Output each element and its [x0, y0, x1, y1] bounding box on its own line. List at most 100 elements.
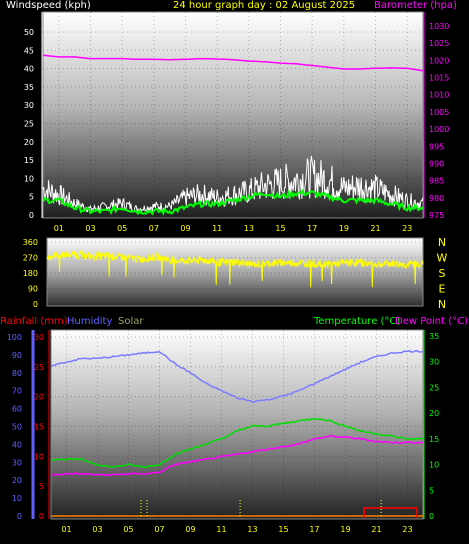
temp-x-tick-label: 23: [402, 525, 412, 534]
rain-period-marker: [363, 507, 418, 518]
temp-x-tick-label: 15: [278, 525, 288, 534]
temp-y-tick-label: 25: [429, 383, 439, 392]
dir-compass-label: W: [437, 252, 448, 265]
humidity-y-tick-label: 50: [12, 423, 22, 432]
wind-y-tick-label: 40: [24, 65, 34, 74]
wind-x-tick-label: 11: [212, 224, 222, 233]
humidity-y-tick-label: 80: [12, 369, 22, 378]
baro-y-tick-label: 995: [429, 142, 444, 151]
temp-y-tick-label: 20: [429, 409, 439, 418]
wind-direction-trace: [46, 249, 424, 288]
humidity-y-tick-label: 60: [12, 405, 22, 414]
temp-y-tick-label: 30: [429, 358, 439, 367]
baro-y-tick-label: 1005: [429, 108, 449, 117]
baro-y-tick-label: 980: [429, 194, 444, 203]
temp-x-tick-label: 09: [185, 525, 195, 534]
dewpoint-title: Dew Point (°C): [395, 316, 469, 327]
baro-y-tick-label: 1020: [429, 56, 449, 65]
wind-y-tick-label: 50: [24, 28, 34, 37]
temp-x-tick-label: 03: [92, 525, 102, 534]
direction-axis-ticks: 0 N 90 E 180 S 270 W 360 N: [23, 236, 448, 311]
humidity-y-tick-label: 100: [7, 333, 22, 342]
baro-y-tick-label: 990: [429, 159, 444, 168]
wind-y-tick-label: 10: [24, 174, 34, 183]
rain-y-tick-label: 20: [34, 393, 44, 402]
wind-y-tick-label: 15: [24, 156, 34, 165]
temp-axis-ticks: 0102030405060708090100051015202530051015…: [7, 332, 439, 534]
dir-y-tick-label: 0: [33, 300, 38, 309]
rain-y-tick-label: 30: [34, 333, 44, 342]
temperature-line: [50, 417, 424, 469]
wind-x-tick-label: 17: [307, 224, 317, 233]
temperature-title: Temperature (°C): [314, 316, 401, 327]
temp-y-tick-label: 5: [429, 486, 434, 495]
humidity-title: Humidity: [67, 316, 113, 327]
dir-y-tick-label: 90: [28, 285, 38, 294]
wind-x-tick-label: 07: [149, 224, 159, 233]
temp-x-tick-label: 05: [123, 525, 133, 534]
rainfall-title: Rainfall (mm): [0, 316, 68, 327]
baro-y-tick-label: 975: [429, 211, 444, 220]
dir-y-tick-label: 360: [23, 238, 38, 247]
temp-x-tick-label: 11: [216, 525, 226, 534]
direction-grid: [47, 241, 423, 305]
barometer-title: Barometer (hpa): [374, 0, 457, 11]
temp-x-tick-label: 19: [340, 525, 350, 534]
wind-x-tick-label: 15: [275, 224, 285, 233]
wind-y-tick-label: 45: [24, 46, 34, 55]
dir-compass-label: N: [438, 236, 446, 249]
wind-y-tick-label: 0: [29, 211, 34, 220]
wind-y-tick-label: 5: [29, 193, 34, 202]
wind-title: Windspeed (kph): [6, 0, 91, 11]
rain-y-tick-label: 25: [34, 363, 44, 372]
temp-x-tick-label: 17: [309, 525, 319, 534]
wind-x-tick-label: 13: [244, 224, 254, 233]
temp-y-tick-label: 35: [429, 332, 439, 341]
baro-y-tick-label: 1025: [429, 39, 449, 48]
wind-y-tick-label: 20: [24, 138, 34, 147]
wind-x-tick-label: 03: [85, 224, 95, 233]
wind-series: [42, 54, 424, 216]
wind-x-tick-label: 09: [180, 224, 190, 233]
temp-x-tick-label: 07: [154, 525, 164, 534]
temp-x-tick-label: 01: [61, 525, 71, 534]
humidity-y-tick-label: 0: [17, 512, 22, 521]
temp-series: [50, 349, 424, 518]
chart-date-title: 24 hour graph day : 02 August 2025: [173, 0, 356, 11]
rain-y-tick-label: 15: [34, 423, 44, 432]
baro-y-tick-label: 1030: [429, 22, 449, 31]
rain-y-tick-label: 10: [34, 452, 44, 461]
wind-y-tick-label: 25: [24, 120, 34, 129]
wind-y-tick-label: 35: [24, 83, 34, 92]
baro-y-tick-label: 1015: [429, 74, 449, 83]
wind-x-tick-label: 01: [54, 224, 64, 233]
wind-panel-bg: [42, 11, 424, 219]
baro-y-tick-label: 985: [429, 177, 444, 186]
wind-x-tick-label: 19: [339, 224, 349, 233]
baro-y-tick-label: 1010: [429, 91, 449, 100]
direction-series: [46, 249, 424, 288]
temp-y-tick-label: 10: [429, 461, 439, 470]
wind-x-tick-label: 05: [117, 224, 127, 233]
dir-y-tick-label: 180: [23, 269, 38, 278]
dir-compass-label: E: [439, 283, 446, 296]
dir-y-tick-label: 270: [23, 254, 38, 263]
wind-y-tick-label: 30: [24, 101, 34, 110]
rain-y-tick-label: 0: [39, 512, 44, 521]
wind-axis-ticks: 0510152025303540455097598098599099510001…: [24, 22, 450, 233]
humidity-y-tick-label: 40: [12, 440, 22, 449]
baro-y-tick-label: 1000: [429, 125, 449, 134]
dir-compass-label: S: [439, 267, 446, 280]
temp-y-tick-label: 0: [429, 512, 434, 521]
temp-x-tick-label: 13: [247, 525, 257, 534]
dir-compass-label: N: [438, 298, 446, 311]
dewpoint-line: [50, 434, 424, 477]
barometer-line: [42, 54, 424, 72]
solar-title: Solar: [118, 316, 144, 327]
humidity-line: [50, 349, 424, 403]
rain-y-tick-label: 5: [39, 482, 44, 491]
wind-x-tick-label: 23: [402, 224, 412, 233]
direction-panel-bg: [46, 237, 424, 307]
humidity-y-tick-label: 30: [12, 458, 22, 467]
